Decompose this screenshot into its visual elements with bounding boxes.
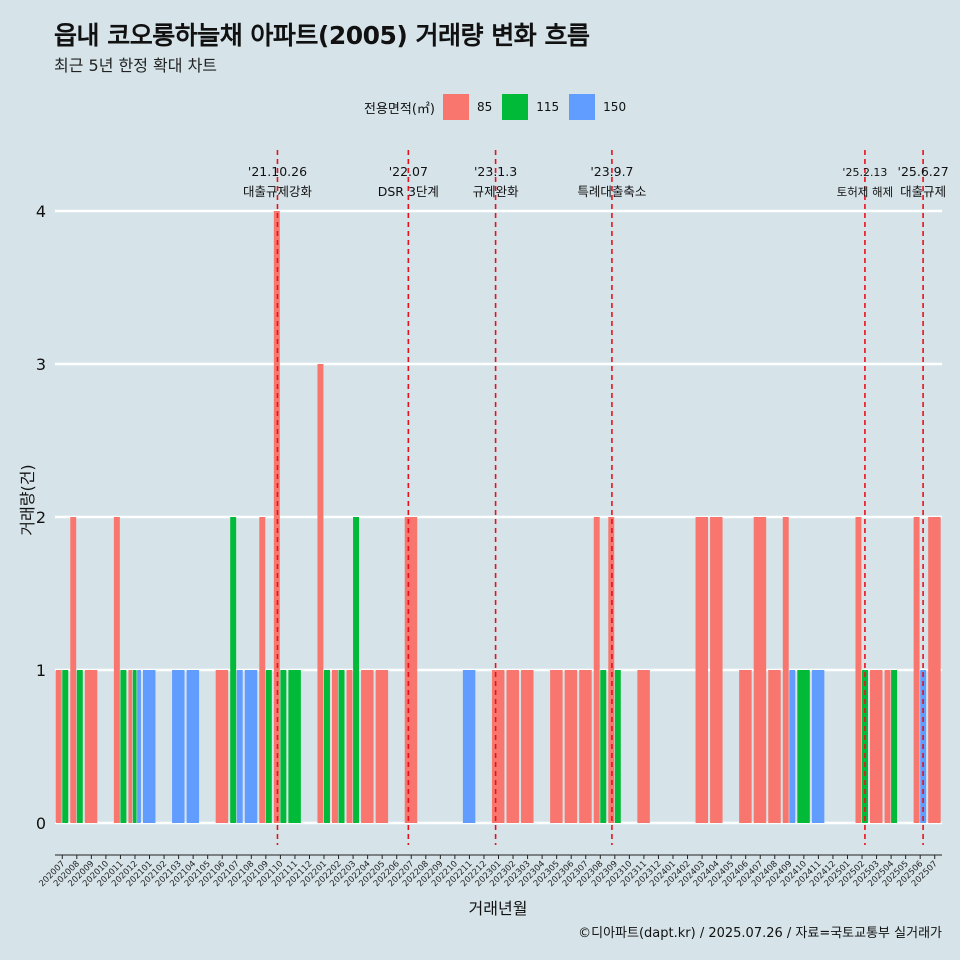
bar-202012-150	[137, 670, 141, 823]
y-tick-label-3: 3	[36, 355, 46, 374]
x-axis: 2020072020082020092020102020112020122021…	[37, 854, 942, 889]
event-label-5: 대출규제	[900, 184, 946, 199]
bar-202106-85	[215, 670, 229, 823]
bar-202204-85	[361, 670, 374, 823]
event-date-1: '22.07	[389, 164, 428, 179]
bar-202110-85	[273, 211, 280, 823]
bar-202104-150	[186, 670, 200, 823]
legend-item-115: 115	[502, 94, 559, 120]
y-tick-label-0: 0	[36, 814, 46, 833]
legend-swatch-115	[502, 94, 529, 120]
bar-202211-150	[462, 670, 476, 823]
bar-202406-85	[739, 670, 752, 823]
event-label-2: 규제완화	[473, 184, 520, 199]
bar-202008-85	[70, 517, 77, 823]
bar-202109-85	[259, 517, 266, 823]
legend-label-85: 85	[476, 100, 493, 114]
bar-202202-115	[338, 670, 345, 823]
bar-202311-85	[637, 670, 650, 823]
y-axis-label: 거래량(건)	[18, 464, 37, 535]
bars	[55, 211, 941, 823]
bar-202506-85	[913, 517, 920, 823]
bar-202404-85	[710, 517, 723, 823]
legend-item-150: 150	[569, 94, 626, 120]
event-date-5: '25.6.27	[898, 164, 949, 179]
bar-202203-85	[346, 670, 353, 823]
bar-202207-85	[404, 517, 418, 823]
bar-202107-115	[230, 517, 237, 823]
bar-202201-115	[324, 670, 330, 823]
bar-202308-115	[600, 670, 607, 823]
bar-202009-85	[84, 670, 98, 823]
x-axis-label: 거래년월	[469, 899, 528, 918]
bar-202301-85	[491, 670, 505, 823]
legend-label-150: 150	[603, 100, 627, 114]
legend-swatch-85	[442, 94, 469, 120]
event-label-4: 토허제 해제	[837, 185, 894, 199]
bar-202308-85	[593, 517, 600, 823]
event-date-3: '23.9.7	[590, 164, 633, 179]
bar-202403-85	[695, 517, 709, 823]
bar-202202-85	[332, 670, 338, 823]
bar-202101-150	[142, 670, 156, 823]
y-tick-label-4: 4	[36, 202, 46, 221]
bar-202503-85	[870, 670, 883, 823]
bar-202502-85	[855, 517, 862, 823]
y-tick-label-2: 2	[36, 508, 46, 527]
bar-202302-85	[506, 670, 519, 823]
bar-202409-85	[782, 517, 789, 823]
event-label-1: DSR 3단계	[378, 184, 439, 199]
bar-202007-115	[62, 670, 69, 823]
y-tick-label-1: 1	[36, 661, 46, 680]
legend-label-115: 115	[536, 100, 560, 114]
bar-202012-115	[132, 670, 137, 823]
bar-202111-115	[288, 670, 301, 823]
bar-202307-85	[579, 670, 592, 823]
legend-title: 전용면적(㎡)	[364, 101, 435, 117]
legend: 전용면적(㎡) 85 115 150	[364, 93, 636, 121]
bar-202504-85	[884, 670, 891, 823]
bar-202203-115	[353, 517, 360, 823]
bar-202109-115	[265, 670, 272, 823]
bar-202008-115	[76, 670, 83, 823]
bar-202409-150	[789, 670, 796, 823]
bar-202011-85	[113, 517, 120, 823]
legend-item-85: 85	[442, 94, 493, 120]
bar-202007-85	[55, 670, 62, 823]
bar-202108-150	[244, 670, 258, 823]
bar-202408-85	[768, 670, 781, 823]
event-date-4: '25.2.13	[842, 166, 887, 179]
y-axis: 0 1 2 3 4	[36, 202, 46, 833]
event-date-0: '21.10.26	[248, 164, 307, 179]
bar-202107-150	[236, 670, 243, 823]
bar-202012-85	[128, 670, 133, 823]
chart-subtitle: 최근 5년 한정 확대 차트	[54, 56, 218, 75]
bar-202411-150	[811, 670, 825, 823]
bar-202011-115	[120, 670, 127, 823]
bar-202201-85	[317, 364, 324, 823]
bar-202504-115	[891, 670, 898, 823]
bar-202410-115	[797, 670, 810, 823]
bar-202306-85	[564, 670, 578, 823]
bar-202303-85	[521, 670, 534, 823]
chart-title: 읍내 코오롱하늘채 아파트(2005) 거래량 변화 흐름	[54, 21, 590, 50]
bar-202507-85	[928, 517, 941, 823]
bar-202309-85	[608, 517, 615, 823]
event-date-2: '23.1.3	[474, 164, 517, 179]
legend-swatch-150	[569, 94, 596, 120]
event-label-3: 특례대출축소	[577, 184, 646, 199]
bar-202305-85	[550, 670, 563, 823]
source-caption: ©디아파트(dapt.kr) / 2025.07.26 / 자료=국토교통부 실…	[578, 926, 942, 941]
bar-202407-85	[753, 517, 767, 823]
event-label-0: 대출규제강화	[243, 184, 313, 199]
bar-202205-85	[375, 670, 389, 823]
event-lines: '21.10.26 대출규제강화 '22.07 DSR 3단계 '23.1.3 규제완화 '…	[243, 150, 949, 845]
bar-202103-150	[172, 670, 185, 823]
bar-202110-115	[280, 670, 287, 823]
bar-202309-115	[614, 670, 621, 823]
